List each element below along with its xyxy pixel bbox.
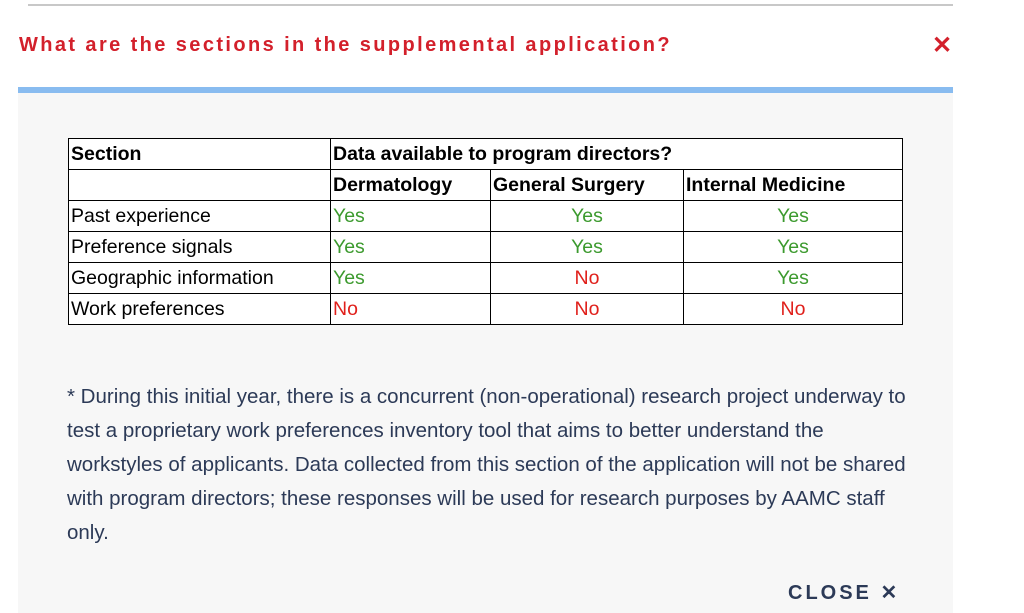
row-section: Work preferences	[68, 293, 331, 325]
table-header-row: Section Data available to program direct…	[68, 138, 903, 170]
sections-table: Section Data available to program direct…	[68, 138, 903, 325]
top-divider	[28, 4, 953, 6]
column-header: Internal Medicine	[683, 169, 903, 201]
header-section: Section	[68, 138, 331, 170]
row-section: Geographic information	[68, 262, 331, 294]
availability-cell: Yes	[683, 231, 903, 263]
table-row: Geographic information Yes No Yes	[68, 262, 903, 294]
availability-cell: Yes	[683, 200, 903, 232]
availability-cell: No	[490, 262, 684, 294]
column-header: Dermatology	[330, 169, 491, 201]
footnote: * During this initial year, there is a c…	[67, 385, 906, 544]
availability-cell: No	[683, 293, 903, 325]
modal-title: What are the sections in the supplementa…	[19, 34, 673, 56]
table-subheader-row: Dermatology General Surgery Internal Med…	[68, 169, 903, 201]
table-row: Preference signals Yes Yes Yes	[68, 231, 903, 263]
availability-cell: Yes	[330, 200, 491, 232]
table-row: Past experience Yes Yes Yes	[68, 200, 903, 232]
availability-cell: Yes	[330, 262, 491, 294]
row-section: Preference signals	[68, 231, 331, 263]
availability-cell: Yes	[683, 262, 903, 294]
accent-bar	[18, 87, 953, 93]
table-row: Work preferences No No No	[68, 293, 903, 325]
row-section: Past experience	[68, 200, 331, 232]
availability-cell: Yes	[490, 231, 684, 263]
close-button[interactable]: CLOSE ✕	[788, 582, 901, 604]
header-group: Data available to program directors?	[330, 138, 903, 170]
availability-cell: Yes	[330, 231, 491, 263]
availability-cell: No	[490, 293, 684, 325]
close-x-icon[interactable]: ✕	[932, 32, 953, 59]
availability-cell: No	[330, 293, 491, 325]
empty-cell	[68, 169, 331, 201]
column-header: General Surgery	[490, 169, 684, 201]
availability-cell: Yes	[490, 200, 684, 232]
